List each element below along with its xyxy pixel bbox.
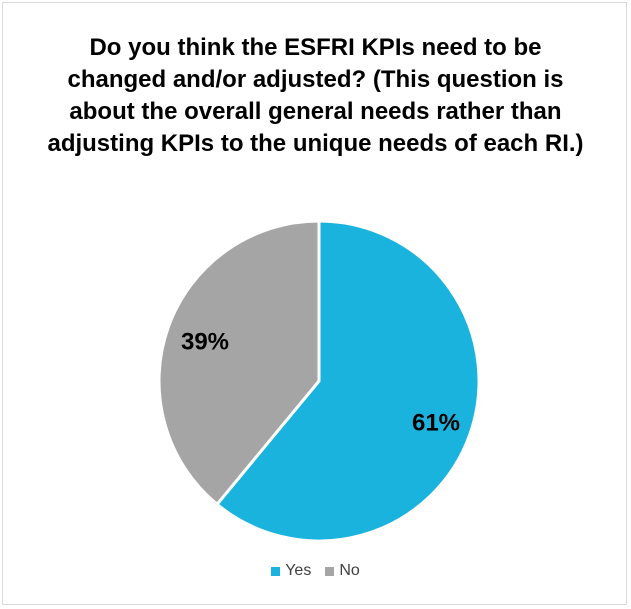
legend-entry-yes: Yes: [271, 562, 311, 580]
legend-label-yes: Yes: [285, 562, 312, 579]
legend-swatch-yes: [271, 566, 281, 576]
legend-label-no: No: [339, 562, 360, 579]
chart-legend: Yes No: [0, 562, 631, 580]
legend-swatch-no: [325, 566, 335, 576]
data-label-yes: 61%: [412, 409, 460, 436]
data-label-no: 39%: [181, 328, 229, 355]
chart-title: Do you think the ESFRI KPIs need to be c…: [47, 34, 584, 157]
pie-slice-yes: [215, 219, 481, 543]
legend-entry-no: No: [325, 562, 360, 580]
pie-slice-no: [157, 219, 321, 506]
